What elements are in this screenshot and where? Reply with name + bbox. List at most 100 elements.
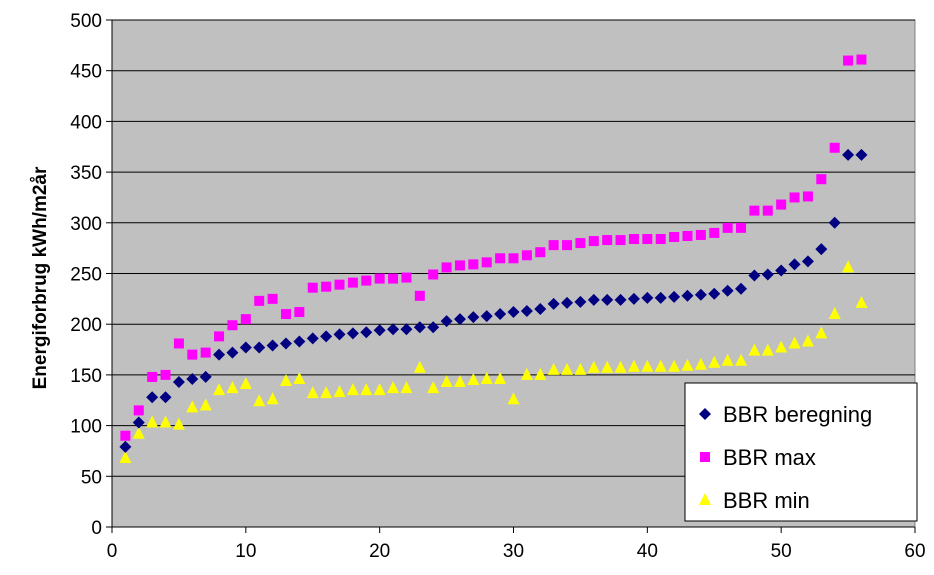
- data-point: [440, 315, 453, 328]
- data-point: [520, 367, 533, 380]
- y-tick-label: 350: [70, 163, 102, 184]
- data-point: [574, 295, 587, 308]
- data-point: [414, 290, 425, 301]
- data-point: [441, 262, 452, 273]
- data-point: [547, 297, 560, 310]
- data-point: [333, 328, 346, 341]
- y-tick-label: 50: [81, 467, 102, 488]
- data-point: [160, 369, 171, 380]
- data-point: [654, 291, 667, 304]
- data-point: [708, 355, 721, 368]
- data-point: [133, 405, 144, 416]
- data-point: [239, 341, 252, 354]
- data-points: [119, 54, 868, 464]
- data-point: [828, 216, 841, 229]
- x-tick-label: 40: [637, 541, 658, 562]
- data-point: [668, 359, 681, 372]
- data-point: [614, 293, 627, 306]
- series-triangle: [119, 260, 868, 464]
- data-point: [159, 415, 172, 428]
- data-point: [694, 288, 707, 301]
- data-point: [307, 282, 318, 293]
- data-point: [333, 385, 346, 398]
- data-point: [627, 359, 640, 372]
- data-point: [132, 426, 145, 439]
- data-point: [147, 371, 158, 382]
- data-point: [347, 277, 358, 288]
- data-point: [535, 247, 546, 258]
- data-point: [360, 326, 373, 339]
- data-point: [346, 383, 359, 396]
- data-point: [735, 353, 748, 366]
- data-point: [293, 371, 306, 384]
- x-tick-label: 30: [503, 541, 524, 562]
- legend-label: BBR beregning: [723, 402, 872, 427]
- data-point: [413, 321, 426, 334]
- data-point: [387, 323, 400, 336]
- data-point: [427, 381, 440, 394]
- y-tick-label: 150: [70, 366, 102, 387]
- y-tick-label: 100: [70, 417, 102, 438]
- data-point: [253, 394, 266, 407]
- data-point: [788, 258, 801, 271]
- data-point: [306, 332, 319, 345]
- data-point: [467, 311, 480, 324]
- x-tick-label: 60: [904, 541, 925, 562]
- legend-marker: [699, 408, 711, 420]
- data-point: [293, 335, 306, 348]
- data-point: [776, 199, 787, 210]
- y-tick-label: 450: [70, 62, 102, 83]
- data-point: [119, 451, 132, 464]
- y-tick-label: 300: [70, 214, 102, 235]
- y-tick-label: 0: [91, 518, 102, 539]
- data-point: [146, 391, 159, 404]
- legend-marker: [700, 452, 710, 462]
- data-point: [346, 327, 359, 340]
- data-point: [627, 292, 640, 305]
- data-point: [668, 290, 681, 303]
- y-tick-label: 200: [70, 315, 102, 336]
- data-point: [428, 269, 439, 280]
- data-point: [388, 273, 399, 284]
- data-point: [601, 360, 614, 373]
- data-point: [266, 392, 279, 405]
- data-point: [321, 281, 332, 292]
- data-point: [761, 343, 774, 356]
- data-point: [682, 230, 693, 241]
- data-point: [279, 373, 292, 386]
- data-point: [172, 375, 185, 388]
- data-point: [387, 381, 400, 394]
- data-point: [132, 416, 145, 429]
- data-point: [440, 374, 453, 387]
- data-point: [816, 174, 827, 185]
- data-point: [588, 236, 599, 247]
- data-point: [507, 306, 520, 319]
- data-point: [253, 341, 266, 354]
- data-point: [789, 192, 800, 203]
- data-point: [453, 313, 466, 326]
- data-point: [628, 234, 639, 245]
- data-point: [254, 295, 265, 306]
- data-point: [842, 148, 855, 161]
- data-point: [561, 362, 574, 375]
- data-point: [279, 337, 292, 350]
- data-point: [855, 295, 868, 308]
- data-point: [400, 323, 413, 336]
- data-point: [587, 360, 600, 373]
- data-point: [602, 235, 613, 246]
- data-point: [587, 293, 600, 306]
- data-point: [801, 255, 814, 268]
- data-point: [374, 273, 385, 284]
- data-point: [400, 381, 413, 394]
- data-point: [480, 371, 493, 384]
- data-point: [508, 253, 519, 264]
- data-point: [736, 222, 747, 233]
- y-tick-label: 400: [70, 112, 102, 133]
- data-point: [642, 234, 653, 245]
- data-point: [843, 55, 854, 66]
- data-point: [695, 229, 706, 240]
- data-point: [120, 430, 131, 441]
- data-point: [721, 353, 734, 366]
- data-point: [467, 372, 480, 385]
